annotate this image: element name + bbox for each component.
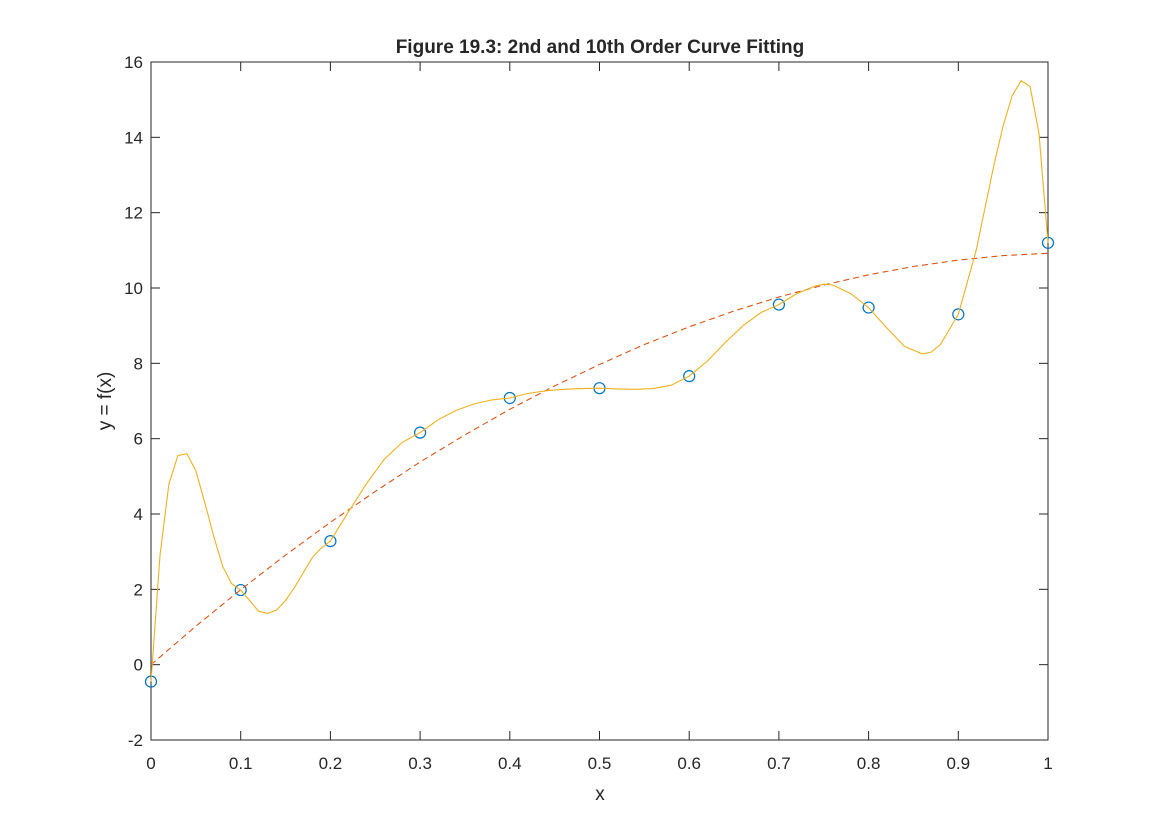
plot-area — [150, 61, 1049, 741]
second-order-fit-line — [150, 252, 1049, 666]
tenth-order-fit-line — [150, 80, 1049, 682]
data-point-marker — [862, 301, 875, 314]
x-tick-label: 0.5 — [588, 754, 612, 773]
data-point-marker — [324, 535, 337, 548]
x-tick-label: 0.3 — [408, 754, 432, 773]
y-tick-label: 8 — [134, 354, 143, 373]
y-tick-label: 0 — [134, 656, 143, 675]
x-tick-label: 0.8 — [857, 754, 881, 773]
x-tick-label: 0.1 — [229, 754, 253, 773]
y-tick-label: 4 — [134, 505, 143, 524]
y-axis-ticks: -2 0 2 4 6 8 10 12 14 16 — [124, 53, 1048, 750]
data-point-marker — [234, 583, 247, 597]
x-tick-label: 0.9 — [946, 754, 970, 773]
y-axis-label: y = f(x) — [95, 372, 116, 431]
y-tick-label: 6 — [134, 430, 143, 449]
y-tick-label: 10 — [124, 279, 143, 298]
x-tick-label: 0.2 — [319, 754, 343, 773]
y-tick-label: 12 — [124, 204, 143, 223]
x-axis-label: x — [595, 784, 605, 805]
data-point-marker — [503, 391, 516, 405]
y-tick-label: -2 — [128, 731, 143, 750]
x-tick-label: 0 — [146, 754, 155, 773]
y-tick-label: 16 — [124, 53, 143, 72]
data-point-marker — [683, 370, 696, 383]
x-tick-label: 0.7 — [767, 754, 791, 773]
data-point-marker — [414, 426, 427, 439]
data-point-marker — [952, 308, 965, 321]
y-tick-label: 14 — [124, 128, 143, 147]
data-point-marker — [772, 298, 786, 311]
series-layer — [144, 80, 1055, 688]
x-tick-label: 0.4 — [498, 754, 522, 773]
x-axis-ticks: 0 0.1 0.2 0.3 0.4 0.5 0.6 0.7 0.8 0.9 1 — [146, 62, 1053, 773]
y-tick-label: 2 — [134, 580, 143, 599]
x-tick-label: 1 — [1043, 754, 1052, 773]
x-tick-label: 0.6 — [677, 754, 701, 773]
chart-title: Figure 19.3: 2nd and 10th Order Curve Fi… — [396, 37, 805, 58]
